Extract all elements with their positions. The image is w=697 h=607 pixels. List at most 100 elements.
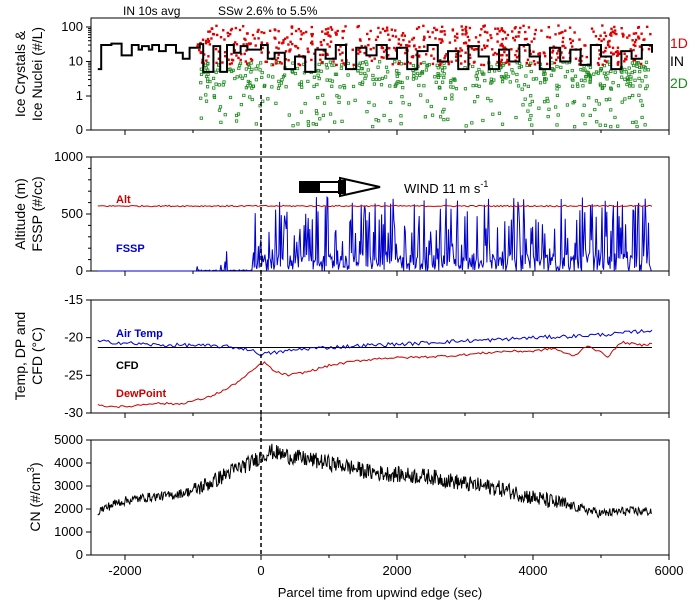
ice-2d-point bbox=[435, 63, 439, 67]
ice-2d-point bbox=[314, 109, 318, 113]
ice-2d-point bbox=[254, 78, 258, 82]
ice-2d-point bbox=[330, 79, 335, 83]
ice-2d-point bbox=[471, 64, 475, 69]
ice-1d-point bbox=[628, 34, 631, 37]
ice-2d-point bbox=[433, 75, 437, 79]
ice-1d-point bbox=[406, 44, 409, 47]
ice-1d-point bbox=[496, 60, 499, 64]
air-temp-label: Air Temp bbox=[116, 328, 163, 340]
ice-1d-point bbox=[369, 48, 372, 51]
ice-2d-point bbox=[554, 105, 558, 109]
ice-1d-point bbox=[637, 35, 640, 38]
ice-1d-point bbox=[282, 39, 285, 42]
ice-1d-point bbox=[606, 40, 610, 44]
ice-1d-point bbox=[319, 40, 323, 44]
ice-2d-point bbox=[437, 85, 441, 89]
ice-2d-point bbox=[359, 71, 363, 75]
ice-2d-point bbox=[598, 82, 602, 86]
ice-2d-point bbox=[511, 71, 515, 75]
ice-1d-point bbox=[482, 25, 485, 28]
ice-1d-point bbox=[264, 60, 267, 63]
ice-2d-point bbox=[396, 79, 400, 84]
ice-1d-point bbox=[422, 45, 426, 48]
ice-1d-point bbox=[634, 44, 637, 48]
ice-2d-point bbox=[247, 65, 251, 69]
ice-2d-point bbox=[595, 120, 599, 124]
ice-2d-point bbox=[254, 67, 258, 71]
ice-1d-point bbox=[263, 31, 266, 35]
ice-1d-point bbox=[409, 62, 412, 65]
ice-2d-point bbox=[221, 83, 225, 87]
ice-1d-point bbox=[474, 36, 478, 39]
ice-2d-point bbox=[631, 93, 635, 98]
ice-2d-point bbox=[611, 81, 615, 85]
ice-1d-point bbox=[357, 52, 360, 55]
cn-ytick-label: 2000 bbox=[54, 501, 83, 516]
ice-1d-point bbox=[578, 63, 581, 66]
ice-2d-point bbox=[489, 77, 493, 81]
ice-2d-point bbox=[464, 124, 468, 128]
ice-2d-point bbox=[500, 80, 505, 84]
ice-2d-point bbox=[542, 69, 546, 73]
ice-1d-point bbox=[366, 32, 369, 36]
ice-1d-point bbox=[196, 43, 200, 46]
ice-2d-point bbox=[557, 84, 561, 89]
ice-2d-point bbox=[342, 86, 347, 90]
ice-2d-point bbox=[555, 64, 559, 69]
ice-1d-point bbox=[414, 48, 418, 51]
ice-2d-point bbox=[217, 83, 221, 87]
ice-2d-point bbox=[315, 111, 319, 116]
ice-1d-point bbox=[462, 42, 466, 45]
ice-1d-point bbox=[268, 29, 272, 33]
ice-1d-point bbox=[443, 33, 447, 36]
ice-1d-point bbox=[435, 28, 439, 32]
ice-1d-point bbox=[273, 36, 276, 39]
ice-1d-point bbox=[237, 56, 240, 60]
ice-2d-point bbox=[258, 68, 262, 72]
ice-2d-point bbox=[555, 87, 559, 91]
ice-2d-point bbox=[529, 114, 533, 118]
ice-2d-point bbox=[609, 69, 613, 73]
ice-1d-point bbox=[412, 36, 416, 40]
ice-2d-point bbox=[529, 69, 533, 74]
ice-1d-point bbox=[623, 52, 626, 55]
ice-1d-point bbox=[625, 58, 628, 61]
ice-1d-point bbox=[543, 52, 546, 55]
ice-1d-point bbox=[204, 39, 208, 43]
ice-1d-point bbox=[298, 63, 302, 67]
ice-1d-point bbox=[281, 42, 284, 45]
ice-2d-point bbox=[395, 74, 399, 78]
ice-1d-point bbox=[466, 35, 470, 39]
ice-2d-point bbox=[638, 70, 642, 74]
ice-2d-point bbox=[514, 115, 518, 120]
ice-1d-point bbox=[397, 38, 401, 41]
alt-ylabel-line2: FSSP (#/cc) bbox=[29, 176, 45, 251]
ice-1d-point bbox=[402, 38, 405, 42]
ice-1d-point bbox=[604, 49, 607, 53]
ice-1d-point bbox=[367, 38, 371, 41]
ice-1d-point bbox=[413, 44, 416, 47]
ice-2d-point bbox=[470, 121, 474, 125]
ice-1d-point bbox=[299, 37, 302, 41]
temperature-panel: Temp, DP and CFD (°C) -15 -20 -25 -30 Air T… bbox=[12, 292, 670, 420]
ice-2d-point bbox=[248, 95, 252, 99]
ice-1d-point bbox=[500, 58, 503, 62]
ice-1d-point bbox=[339, 45, 342, 48]
ice-1d-point bbox=[206, 37, 210, 41]
ice-2d-point bbox=[576, 84, 580, 88]
ice-2d-point bbox=[399, 62, 403, 66]
ice-2d-point bbox=[361, 61, 365, 65]
ice-1d-point bbox=[208, 30, 212, 33]
ice-2d-point bbox=[262, 84, 266, 89]
ice-1d-point bbox=[275, 46, 278, 49]
ice-1d-point bbox=[332, 60, 335, 63]
ice-2d-point bbox=[261, 99, 265, 103]
ice-2d-point bbox=[581, 113, 585, 117]
alt-ytick-label: 500 bbox=[61, 206, 83, 221]
ice-2d-point bbox=[379, 83, 384, 87]
ice-2d-point bbox=[515, 72, 519, 77]
ice-2d-point bbox=[644, 60, 649, 64]
ice-1d-point bbox=[200, 61, 204, 64]
ice-1d-point bbox=[277, 29, 280, 33]
ice-1d-point bbox=[306, 47, 309, 50]
